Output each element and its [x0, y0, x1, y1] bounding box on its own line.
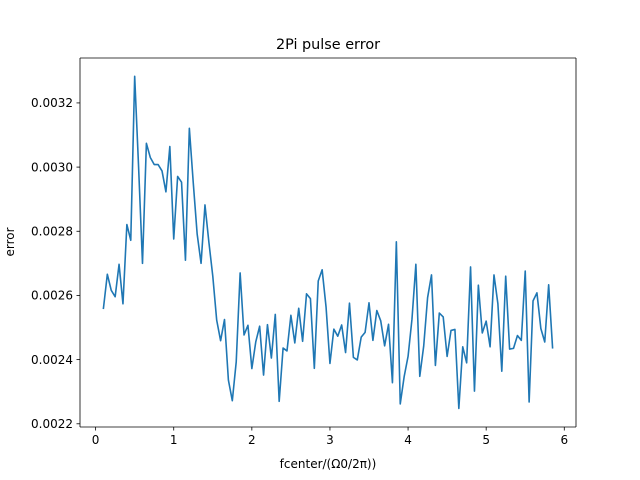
x-tick-label: 0	[92, 433, 100, 447]
x-axis-label: fcenter/(Ω0/2π))	[280, 457, 377, 471]
x-axis-ticks: 0 1 2 3 4 5 6	[92, 427, 568, 447]
series-layer	[102, 75, 554, 410]
series-line	[102, 75, 554, 410]
axes-spines	[79, 57, 577, 428]
y-tick-label: 0.0024	[31, 353, 73, 367]
x-tick-label: 4	[404, 433, 412, 447]
x-tick-label: 5	[482, 433, 490, 447]
x-tick-label: 1	[170, 433, 178, 447]
x-tick-label: 3	[326, 433, 334, 447]
y-axis-label: error	[3, 227, 17, 256]
plot-area	[80, 58, 576, 427]
chart-title: 2Pi pulse error	[276, 37, 380, 53]
y-axis-ticks: 0.0022 0.0024 0.0026 0.0028 0.0030 0.0032	[31, 96, 80, 431]
y-tick-label: 0.0030	[31, 160, 73, 174]
y-tick-label: 0.0032	[31, 96, 73, 110]
y-tick-label: 0.0028	[31, 225, 73, 239]
y-tick-label: 0.0026	[31, 289, 73, 303]
y-tick-label: 0.0022	[31, 417, 73, 431]
x-tick-label: 6	[560, 433, 568, 447]
x-tick-label: 2	[248, 433, 256, 447]
